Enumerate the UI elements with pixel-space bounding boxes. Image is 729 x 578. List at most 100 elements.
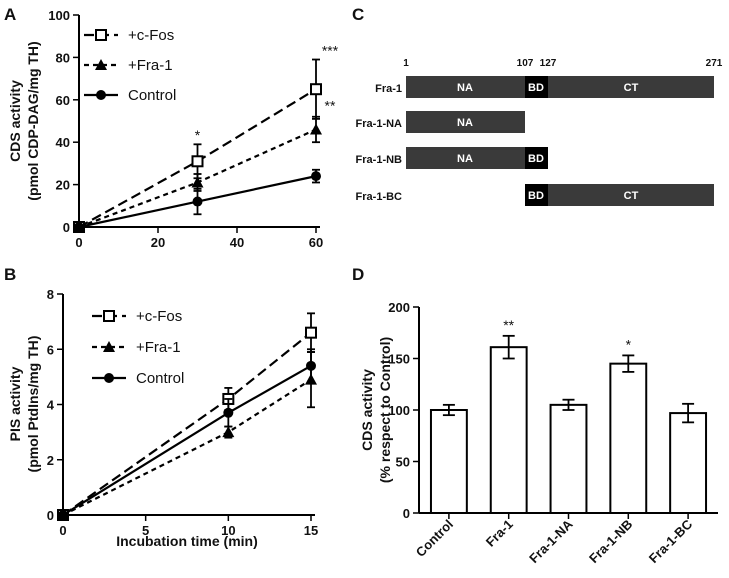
panel-d-ylabel-line2: (% respect to Control) xyxy=(377,337,393,483)
data-point xyxy=(310,83,322,96)
domain-na xyxy=(406,111,525,133)
legend-marker xyxy=(96,90,106,100)
position-127: 127 xyxy=(540,58,557,69)
y-tick-label: 20 xyxy=(56,178,70,193)
legend-marker xyxy=(95,59,107,70)
domain-bd xyxy=(525,76,548,98)
significance-mark: ** xyxy=(325,97,336,113)
data-point xyxy=(58,510,68,520)
panel-b-xlabel: Incubation time (min) xyxy=(116,533,258,549)
x-tick-label: 60 xyxy=(309,235,323,250)
domain-label-bd: BD xyxy=(528,190,544,202)
row-label-fra-1-nb: Fra-1-NB xyxy=(356,154,403,166)
domain-ct xyxy=(548,76,714,98)
panel-a-ylabel-line2: (pmol CDP-DAG/mg TH) xyxy=(25,41,41,200)
significance-mark: *** xyxy=(322,42,339,58)
x-tick-label: 10 xyxy=(221,523,235,538)
chart-panel-d: CDS activity (% respect to Control) 0 50 1… xyxy=(359,300,718,566)
y-tick-label: 40 xyxy=(56,135,70,150)
panel-label-a: A xyxy=(4,5,16,24)
bar xyxy=(489,346,528,515)
chart-panel-b: PIS activity (pmol PtdIns/mg TH) Incubat… xyxy=(7,287,318,549)
data-point xyxy=(74,222,84,232)
y-tick-label: 8 xyxy=(47,287,54,302)
y-tick-label: 60 xyxy=(56,93,70,108)
y-tick-label: 50 xyxy=(396,455,410,470)
x-tick-label: Fra-1-NA xyxy=(526,516,576,566)
data-point xyxy=(306,360,316,371)
position-271: 271 xyxy=(706,58,723,69)
series-line xyxy=(62,378,312,516)
y-tick-label: 0 xyxy=(63,220,70,235)
x-tick-label: Fra-1-BC xyxy=(646,516,696,566)
domain-label-na: NA xyxy=(457,82,473,94)
panel-d-ylabel-line1: CDS activity xyxy=(359,369,375,451)
data-point xyxy=(222,426,235,438)
legend-label: +Fra-1 xyxy=(128,57,173,74)
x-tick-label: Control xyxy=(413,517,456,560)
x-tick-label: 40 xyxy=(230,235,244,250)
y-tick-label: 200 xyxy=(388,300,410,315)
bar xyxy=(429,409,468,514)
row-label-fra-1-bc: Fra-1-BC xyxy=(356,191,403,203)
position-1: 1 xyxy=(403,58,409,69)
panel-label-c: C xyxy=(352,5,364,24)
y-tick-label: 0 xyxy=(47,508,54,523)
y-tick-label: 100 xyxy=(48,8,70,23)
data-point xyxy=(223,407,234,418)
y-tick-label: 80 xyxy=(56,50,70,65)
bar xyxy=(609,362,648,514)
data-point xyxy=(192,196,203,207)
domain-label-na: NA xyxy=(457,153,473,165)
y-tick-label: 150 xyxy=(388,352,410,367)
data-point xyxy=(311,171,321,182)
y-tick-label: 2 xyxy=(47,453,54,468)
legend-label: +c-Fos xyxy=(136,308,182,325)
x-tick-label: Fra-1 xyxy=(483,517,516,550)
bar xyxy=(669,412,708,514)
series-line xyxy=(62,364,312,516)
x-tick-label: 5 xyxy=(142,523,149,538)
panel-label-d: D xyxy=(352,265,364,284)
domain-label-ct: CT xyxy=(624,190,639,202)
bar xyxy=(549,403,588,515)
panel-b-ylabel-line1: PIS activity xyxy=(7,366,23,441)
position-107: 107 xyxy=(517,58,534,69)
x-tick-label: 0 xyxy=(75,235,82,250)
legend-marker xyxy=(104,373,114,383)
y-tick-label: 0 xyxy=(403,506,410,521)
legend-marker xyxy=(95,29,107,41)
legend-marker xyxy=(103,310,115,322)
domain-bd xyxy=(525,184,548,206)
significance-mark: * xyxy=(626,336,632,352)
data-point xyxy=(310,123,322,135)
significance-mark: * xyxy=(195,127,201,143)
y-tick-label: 100 xyxy=(388,403,410,418)
x-tick-label: 0 xyxy=(59,523,66,538)
legend-label: Control xyxy=(136,370,184,387)
domain-na xyxy=(406,147,525,169)
domain-label-bd: BD xyxy=(528,82,544,94)
significance-mark: ** xyxy=(503,317,514,333)
x-tick-label: Fra-1-NB xyxy=(586,517,635,566)
domain-bd xyxy=(525,147,548,169)
domain-label-na: NA xyxy=(457,117,473,129)
chart-panel-a: CDS activity (pmol CDP-DAG/mg TH) 0 20 40 6… xyxy=(7,8,339,250)
panel-label-b: B xyxy=(4,265,16,284)
domain-diagram: 1 107 127 271 Fra-1 NA BD CT Fra-1-NA NA… xyxy=(356,58,723,206)
data-point xyxy=(191,176,204,188)
x-tick-label: 15 xyxy=(304,523,318,538)
x-tick-label: 20 xyxy=(151,235,165,250)
panel-a-ylabel-line1: CDS activity xyxy=(7,80,23,162)
row-label-fra-1-na: Fra-1-NA xyxy=(356,118,403,130)
domain-label-ct: CT xyxy=(624,82,639,94)
series-line xyxy=(62,331,312,516)
domain-label-bd: BD xyxy=(528,153,544,165)
y-tick-label: 6 xyxy=(47,342,54,357)
row-label-fra-1: Fra-1 xyxy=(375,83,402,95)
panel-b-ylabel-line2: (pmol PtdIns/mg TH) xyxy=(25,336,41,473)
data-point xyxy=(191,155,204,168)
legend-label: Control xyxy=(128,87,176,104)
domain-na xyxy=(406,76,525,98)
